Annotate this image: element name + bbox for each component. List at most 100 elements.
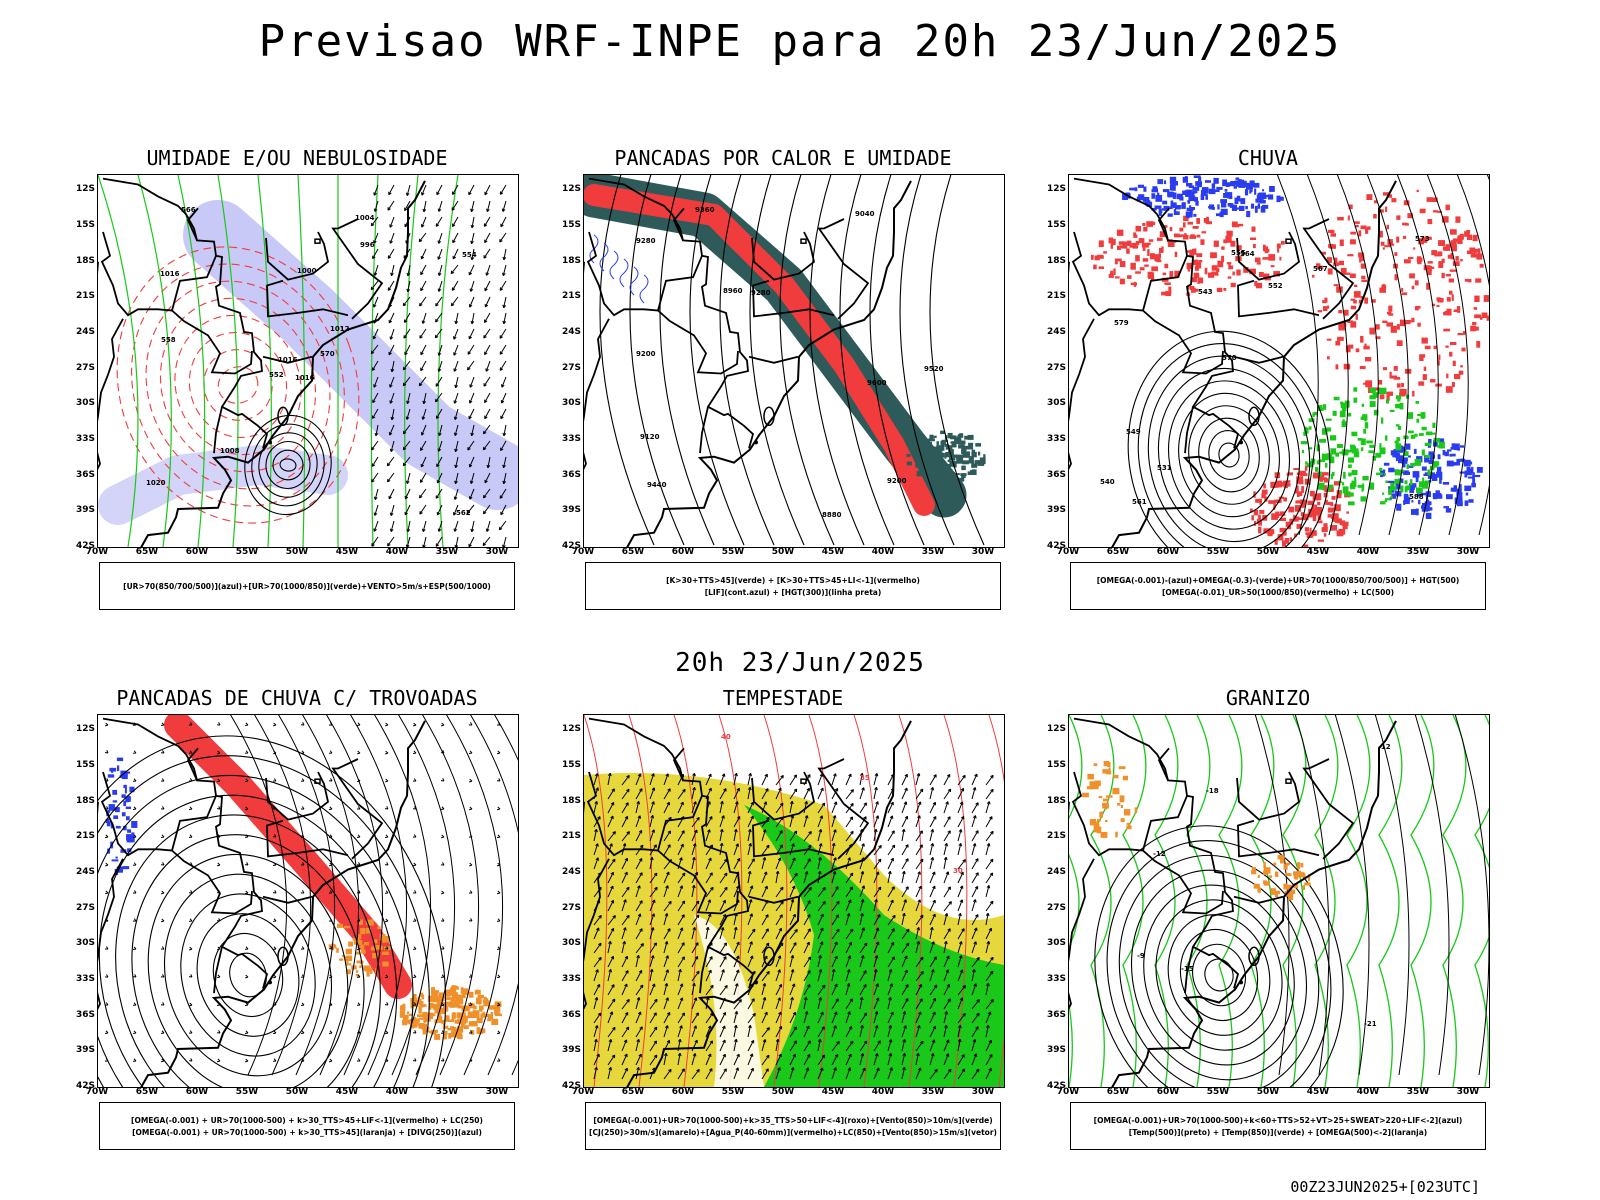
country-border xyxy=(1184,406,1194,454)
field-cell xyxy=(1436,492,1442,499)
field-cell xyxy=(440,1009,445,1014)
wind-vector xyxy=(719,1053,726,1066)
field-cell xyxy=(1183,222,1186,228)
wind-vector xyxy=(901,828,906,842)
field-cell xyxy=(1312,514,1317,522)
wind-vector xyxy=(915,773,921,786)
field-cell xyxy=(1438,240,1445,246)
wind-vector xyxy=(859,942,868,954)
field-cell xyxy=(1474,314,1482,319)
wind-vector xyxy=(985,1011,992,1024)
wind-vector xyxy=(453,488,459,500)
field-cell xyxy=(1368,450,1374,454)
wind-vector xyxy=(328,722,333,726)
wind-vector xyxy=(747,1067,754,1080)
wind-vector xyxy=(971,843,977,856)
streamline xyxy=(1334,715,1370,1076)
field-cell xyxy=(1450,240,1457,247)
wind-vector xyxy=(803,1011,809,1024)
wind-vector xyxy=(132,1058,137,1062)
field-cell xyxy=(962,451,969,458)
wind-vector xyxy=(817,1067,824,1080)
contour-line xyxy=(212,932,284,1018)
wind-vector xyxy=(663,983,669,996)
field-cell xyxy=(950,454,958,458)
field-cell xyxy=(961,447,967,454)
streamline xyxy=(1276,175,1319,536)
wind-vector xyxy=(887,857,894,870)
field-cell xyxy=(366,927,371,934)
wind-vector xyxy=(405,408,411,420)
wind-vector xyxy=(452,248,459,260)
streamline xyxy=(398,715,456,1076)
wind-vector xyxy=(957,843,963,856)
field-cell xyxy=(1129,187,1136,191)
forecast-map: 1016 1016 1016 1020 1012 1008 1004 1000 996 570 56… xyxy=(97,174,519,548)
field-cell xyxy=(1427,432,1431,435)
field-cell xyxy=(1459,484,1462,491)
wind-vector xyxy=(803,914,811,926)
field-cell xyxy=(1316,460,1320,465)
field-cell xyxy=(1269,875,1272,879)
wind-vector xyxy=(496,890,501,895)
wind-vector xyxy=(621,802,629,814)
field-cell xyxy=(1192,187,1200,191)
field-cell xyxy=(1225,192,1230,197)
field-cell xyxy=(468,991,474,998)
field-cell xyxy=(1339,239,1344,246)
wind-vector xyxy=(468,264,475,276)
country-border xyxy=(98,858,124,1010)
wind-vector xyxy=(435,216,443,227)
wind-vector xyxy=(607,772,612,786)
contour-label: 9440 xyxy=(647,481,667,489)
field-cell xyxy=(1134,807,1138,814)
wind-vector xyxy=(402,456,411,467)
wind-vector xyxy=(845,830,854,842)
longitude-label: 30W xyxy=(971,547,995,557)
field-cell xyxy=(1342,486,1349,494)
field-cell xyxy=(1086,786,1093,790)
panel-chuva: CHUVA 588 579 573 570 567 561 555 552 549 543 540 53… xyxy=(1046,146,1528,636)
field-cell xyxy=(1396,437,1401,441)
field-cell xyxy=(1454,374,1461,380)
field-cell xyxy=(1108,237,1114,244)
longitude-axis: 70W 65W 60W 55W 50W 45W 40W 35W 30W xyxy=(86,547,517,559)
field-cell xyxy=(1306,463,1312,468)
field-cell xyxy=(1386,322,1393,327)
longitude-label: 30W xyxy=(485,1087,509,1097)
wind-vector xyxy=(929,1039,936,1052)
wind-vector xyxy=(873,858,882,870)
streamline xyxy=(629,175,685,546)
contour-label: 549 xyxy=(1126,428,1141,436)
field-cell xyxy=(487,1018,491,1022)
wind-vector xyxy=(384,918,389,923)
field-cell xyxy=(121,794,126,798)
field-cell xyxy=(1369,387,1376,393)
wind-vector xyxy=(943,830,951,842)
wind-vector xyxy=(160,806,165,810)
latitude-label: 15S xyxy=(1046,760,1066,771)
field-cell xyxy=(1327,305,1330,309)
wind-vector xyxy=(677,801,684,814)
field-cell xyxy=(1456,448,1461,451)
field-cell xyxy=(126,795,130,802)
temp850-contour xyxy=(1069,715,1083,1087)
latitude-label: 33S xyxy=(1046,434,1066,445)
field-cell xyxy=(1151,193,1156,199)
field-cell xyxy=(1319,474,1324,482)
streamline xyxy=(869,175,925,546)
wind-vector xyxy=(607,831,616,842)
field-cell xyxy=(1094,780,1101,787)
legend-line: [UR>70(850/700/500)](azul)+[UR>70(1000/8… xyxy=(123,581,491,591)
wind-vector xyxy=(831,1025,837,1038)
wind-vector xyxy=(412,890,417,894)
field-cell xyxy=(1282,540,1286,547)
field-cell xyxy=(1174,233,1180,238)
field-cell xyxy=(1479,263,1484,268)
contour-label: 1000 xyxy=(297,267,317,275)
field-cell xyxy=(1194,288,1199,292)
field-cell xyxy=(1354,291,1358,296)
field-cell xyxy=(1089,781,1097,788)
field-cell xyxy=(949,460,955,467)
